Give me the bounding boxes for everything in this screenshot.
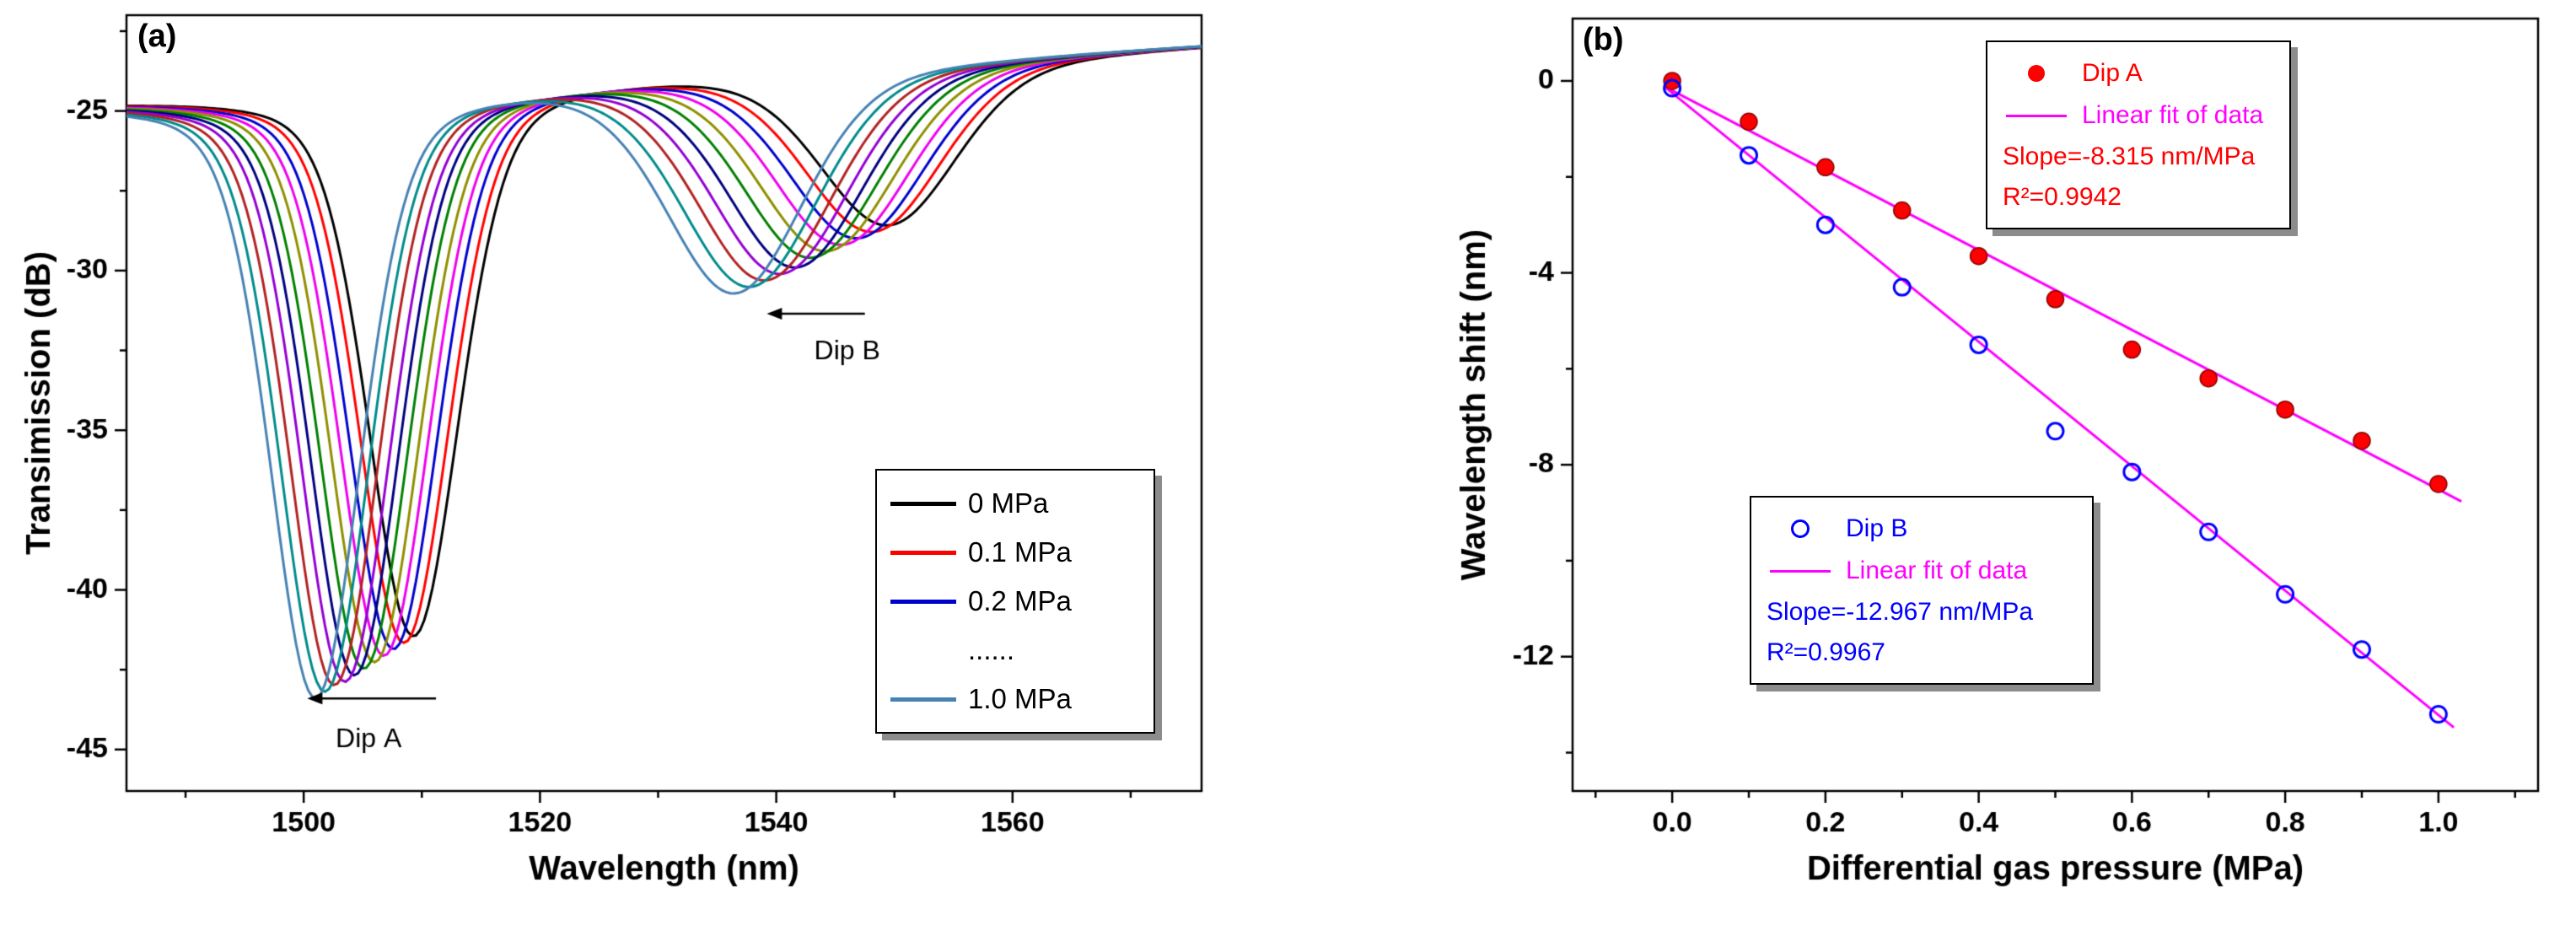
dip-b-slope-text: Slope=-12.967 nm/MPa <box>1767 598 2034 626</box>
line-swatch-icon <box>890 501 956 506</box>
dip-b-legend: Dip B Linear fit of data Slope=-12.967 n… <box>1750 496 2094 685</box>
panel-a: (a) 0 MPa 0.1 MPa 0.2 MPa...... 1.0 MPa <box>0 0 1256 931</box>
dip-b-series-name: Dip B <box>1846 514 1908 542</box>
legend-entry: 0.2 MPa <box>890 577 1140 626</box>
open-circle-icon <box>1791 519 1810 538</box>
dip-a-legend-fit-row: Linear fit of data <box>2003 94 2274 137</box>
swatch-cell <box>1767 569 1834 573</box>
legend-entry-label: 0.2 MPa <box>968 585 1072 616</box>
dip-b-fit-label: Linear fit of data <box>1846 557 2028 584</box>
legend-entry: 0.1 MPa <box>890 528 1140 577</box>
panel-b: (b) Dip A Linear fit of data Slope=-8.31… <box>1425 0 2576 931</box>
dip-a-slope-text: Slope=-8.315 nm/MPa <box>2003 143 2256 170</box>
fit-line-icon <box>1770 569 1831 573</box>
panel-a-legend-entries: 0 MPa 0.1 MPa 0.2 MPa...... 1.0 MPa <box>890 479 1140 724</box>
panel-a-legend: 0 MPa 0.1 MPa 0.2 MPa...... 1.0 MPa <box>875 469 1155 734</box>
legend-entry-label: 0.1 MPa <box>968 536 1072 568</box>
swatch-cell <box>2003 114 2070 117</box>
legend-entry: ...... <box>890 626 1140 675</box>
dip-b-legend-fit-row: Linear fit of data <box>1767 550 2077 592</box>
dip-a-r-squared-text: R²=0.9942 <box>2003 183 2122 211</box>
legend-entry: 1.0 MPa <box>890 675 1140 724</box>
line-swatch-icon <box>890 550 956 555</box>
panel-a-label: (a) <box>137 19 177 54</box>
dip-a-series-name: Dip A <box>2082 59 2143 87</box>
legend-entry-label: ...... <box>968 634 1015 665</box>
filled-circle-icon <box>2028 65 2045 82</box>
dip-a-legend-marker-row: Dip A <box>2003 52 2274 94</box>
legend-entry-label: 0 MPa <box>968 487 1049 519</box>
line-swatch-icon <box>890 697 956 702</box>
line-swatch-icon <box>890 599 956 604</box>
dip-b-legend-marker-row: Dip B <box>1767 508 2077 550</box>
swatch-cell <box>2003 65 2070 82</box>
legend-entry: 0 MPa <box>890 479 1140 528</box>
fit-line-icon <box>2006 114 2067 117</box>
legend-entry-label: 1.0 MPa <box>968 683 1072 714</box>
dip-a-legend: Dip A Linear fit of data Slope=-8.315 nm… <box>1986 40 2291 229</box>
panel-a-chart-canvas <box>0 0 1256 931</box>
dip-a-fit-label: Linear fit of data <box>2082 101 2264 129</box>
panel-b-label: (b) <box>1583 22 1624 57</box>
dip-b-r-squared-text: R²=0.9967 <box>1767 638 1885 666</box>
swatch-cell <box>1767 519 1834 538</box>
